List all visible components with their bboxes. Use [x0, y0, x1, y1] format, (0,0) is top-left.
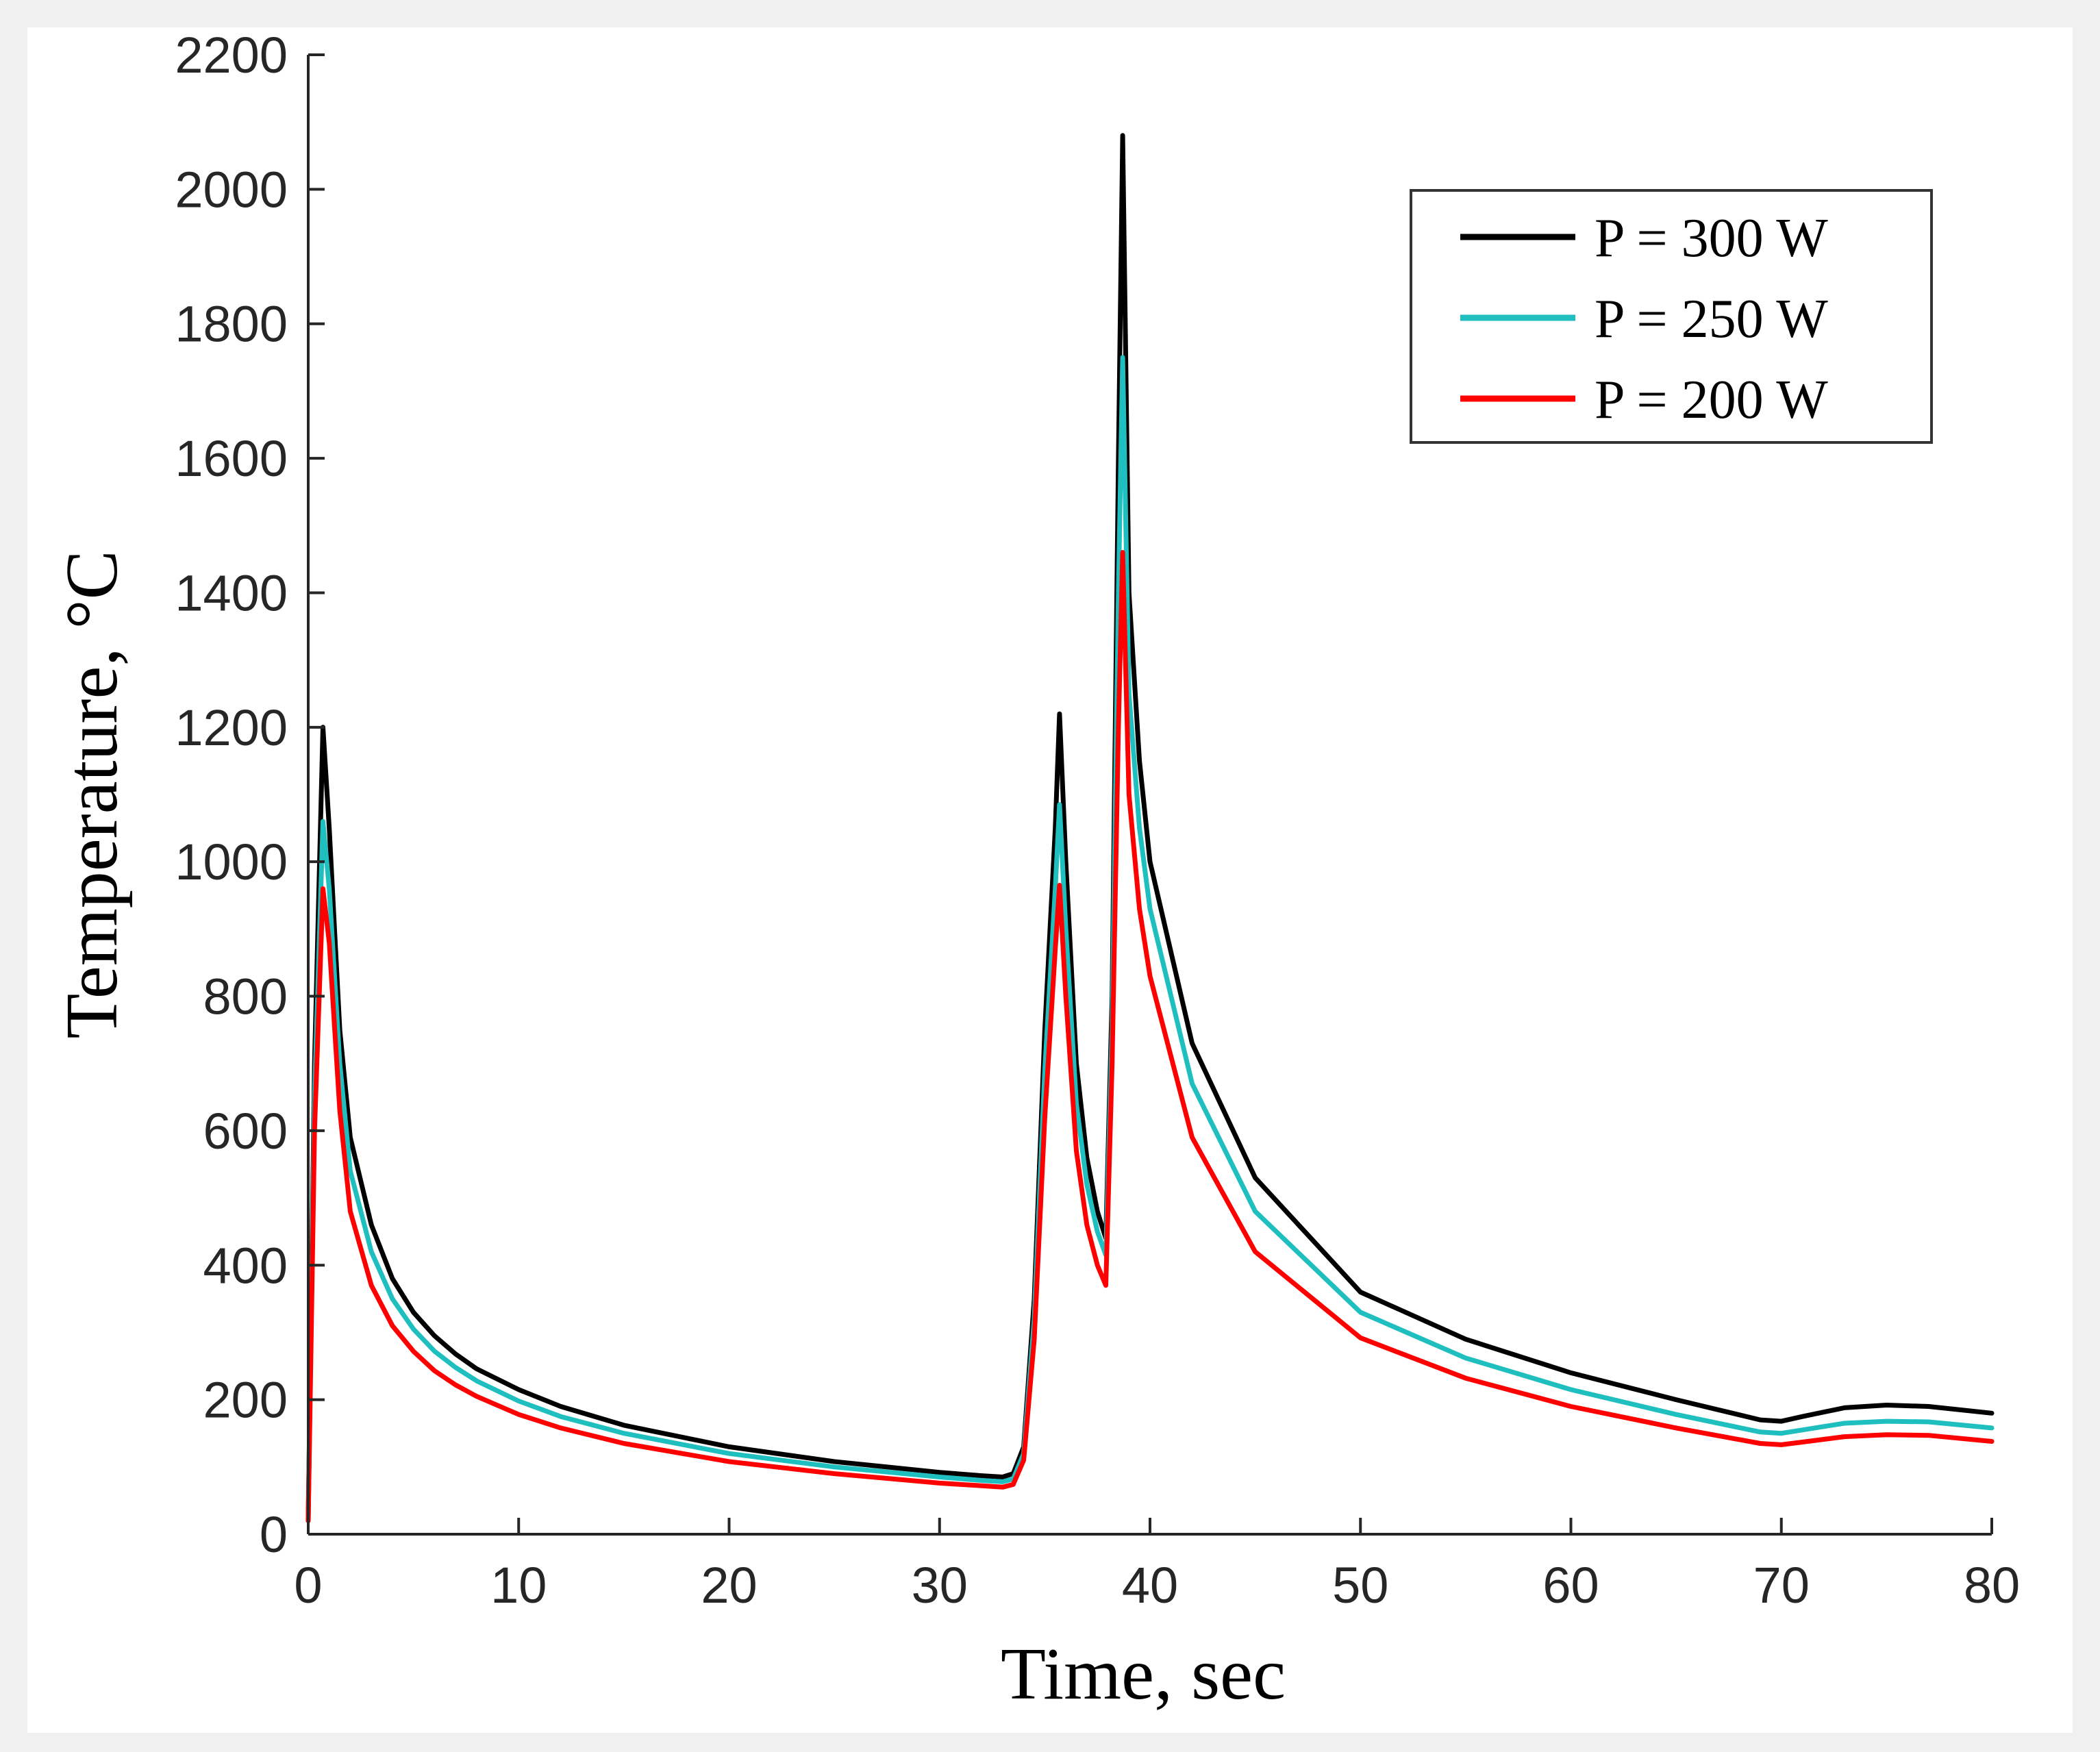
series-line-p-300-w	[305, 133, 1995, 1523]
legend-label: P = 250 W	[1595, 289, 1828, 349]
y-tick-label: 200	[203, 1372, 288, 1429]
y-tick-label: 2200	[175, 27, 288, 84]
y-tick-label: 1400	[175, 564, 288, 621]
y-tick-label: 2000	[175, 161, 288, 218]
legend-label: P = 300 W	[1595, 208, 1828, 268]
x-tick-label: 0	[294, 1557, 322, 1614]
x-tick-label: 60	[1542, 1557, 1599, 1614]
x-axis-title: Time, sec	[1001, 1634, 1286, 1715]
y-tick-label: 1000	[175, 834, 288, 890]
y-tick-label: 600	[203, 1103, 288, 1160]
y-tick-label: 1200	[175, 699, 288, 756]
series-line-p-200-w	[305, 550, 1995, 1523]
y-tick-label: 0	[260, 1506, 288, 1563]
y-tick-label: 1600	[175, 430, 288, 487]
y-tick-label: 1800	[175, 296, 288, 353]
y-axis-title: Temperature, °C	[51, 550, 133, 1038]
x-tick-label: 70	[1753, 1557, 1810, 1614]
x-tick-label: 20	[701, 1557, 757, 1614]
x-tick-label: 40	[1122, 1557, 1178, 1614]
x-tick-label: 10	[490, 1557, 547, 1614]
plot-area	[305, 133, 1995, 1523]
x-tick-label: 50	[1332, 1557, 1388, 1614]
y-tick-label: 800	[203, 968, 288, 1025]
y-tick-label: 400	[203, 1237, 288, 1294]
legend-label: P = 200 W	[1595, 370, 1828, 430]
series-line-p-250-w	[305, 355, 1995, 1523]
x-tick-label: 30	[912, 1557, 968, 1614]
x-tick-label: 80	[1964, 1557, 2020, 1614]
legend: P = 300 W P = 250 W P = 200 W	[1410, 189, 1933, 444]
axes: 0 10 20 30 40 50 60 70 8002004006008001000120014…	[51, 27, 2020, 1715]
